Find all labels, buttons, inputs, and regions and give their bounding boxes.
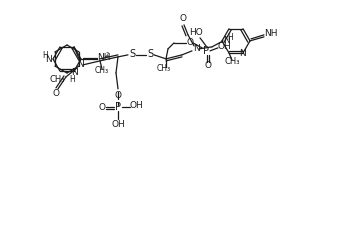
- Text: O: O: [180, 14, 186, 23]
- Text: O: O: [186, 38, 194, 47]
- Text: P: P: [115, 102, 121, 112]
- Text: H: H: [227, 33, 233, 42]
- Text: P: P: [203, 46, 209, 56]
- Text: N: N: [193, 44, 199, 53]
- Text: OH: OH: [129, 101, 143, 110]
- Text: N: N: [224, 36, 231, 45]
- Text: NH: NH: [97, 54, 111, 62]
- Text: NH: NH: [264, 29, 278, 38]
- Text: HO: HO: [189, 28, 203, 37]
- Text: S: S: [147, 49, 153, 59]
- Text: O: O: [53, 89, 60, 98]
- Text: N: N: [71, 68, 77, 77]
- Text: H: H: [42, 52, 48, 61]
- Text: CH₃: CH₃: [224, 57, 240, 66]
- Text: S: S: [129, 49, 135, 59]
- Text: O: O: [98, 103, 105, 112]
- Text: OH: OH: [217, 42, 231, 51]
- Text: N: N: [239, 49, 245, 59]
- Text: O: O: [205, 61, 211, 70]
- Text: CH₃: CH₃: [95, 66, 109, 75]
- Text: CH₃: CH₃: [49, 75, 65, 84]
- Text: ₂: ₂: [105, 49, 108, 57]
- Text: CH₃: CH₃: [157, 64, 171, 73]
- Text: OH: OH: [111, 120, 125, 129]
- Text: O: O: [115, 91, 121, 100]
- Text: H: H: [69, 75, 75, 84]
- Text: N: N: [77, 60, 83, 69]
- Text: N: N: [44, 54, 51, 64]
